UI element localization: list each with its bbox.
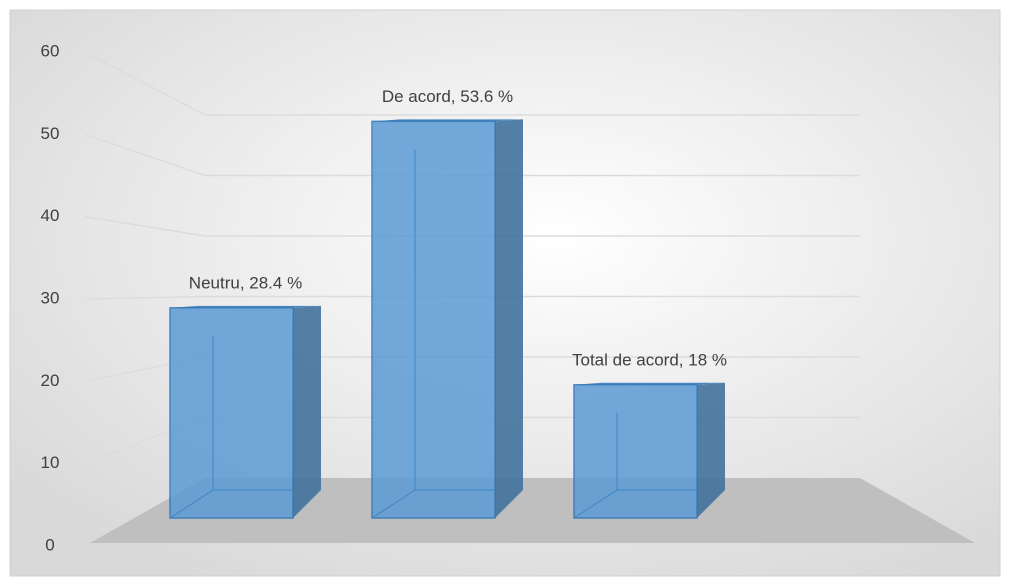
bar <box>371 119 523 519</box>
y-tick-label: 40 <box>41 206 60 225</box>
bar-side <box>495 119 523 519</box>
bar <box>169 305 321 519</box>
data-label: Total de acord, 18 % <box>572 350 727 369</box>
data-label: Neutru, 28.4 % <box>189 273 302 292</box>
y-tick-label: 0 <box>45 535 54 554</box>
bar-edge <box>169 335 293 519</box>
grid-line <box>84 215 860 237</box>
bar <box>573 382 725 519</box>
y-tick-label: 50 <box>41 124 60 143</box>
y-tick-label: 60 <box>41 41 60 60</box>
grid-line <box>84 295 860 300</box>
y-tick-label: 10 <box>41 453 60 472</box>
bar-edge <box>371 149 495 519</box>
bar-front <box>573 384 698 519</box>
bar-front <box>169 307 294 519</box>
data-label: De acord, 53.6 % <box>382 87 513 106</box>
bar-side <box>293 305 321 518</box>
y-tick-label: 30 <box>41 288 60 307</box>
bar-side <box>697 382 725 518</box>
y-tick-label: 20 <box>41 371 60 390</box>
grid-line <box>84 51 860 116</box>
grid-line <box>84 133 860 177</box>
bar-edge <box>573 412 697 519</box>
bar-front <box>371 120 496 519</box>
